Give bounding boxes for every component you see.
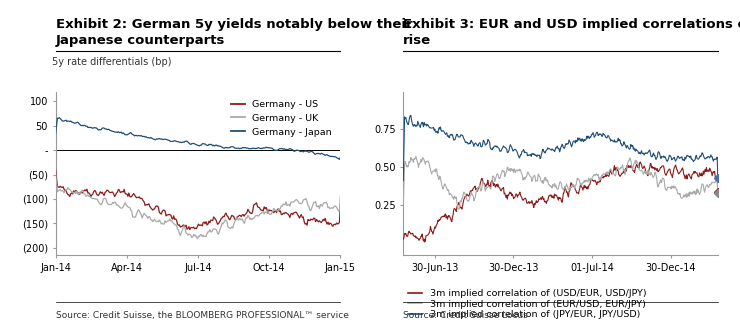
Text: Exhibit 3: EUR and USD implied correlations on the: Exhibit 3: EUR and USD implied correlati… [403,18,740,31]
Legend: Germany - US, Germany - UK, Germany - Japan: Germany - US, Germany - UK, Germany - Ja… [226,96,336,140]
Text: Source: Credit Suisse Locus: Source: Credit Suisse Locus [403,311,528,320]
Text: Japanese counterparts: Japanese counterparts [56,34,225,47]
Text: 5y rate differentials (bp): 5y rate differentials (bp) [52,57,171,67]
Text: rise: rise [403,34,431,47]
Text: Source: Credit Suisse, the BLOOMBERG PROFESSIONAL™ service: Source: Credit Suisse, the BLOOMBERG PRO… [56,311,349,320]
Legend: 3m implied correlation of (USD/EUR, USD/JPY), 3m implied correlation of (EUR/USD: 3m implied correlation of (USD/EUR, USD/… [408,289,646,319]
Text: Exhibit 2: German 5y yields notably below their: Exhibit 2: German 5y yields notably belo… [56,18,412,31]
